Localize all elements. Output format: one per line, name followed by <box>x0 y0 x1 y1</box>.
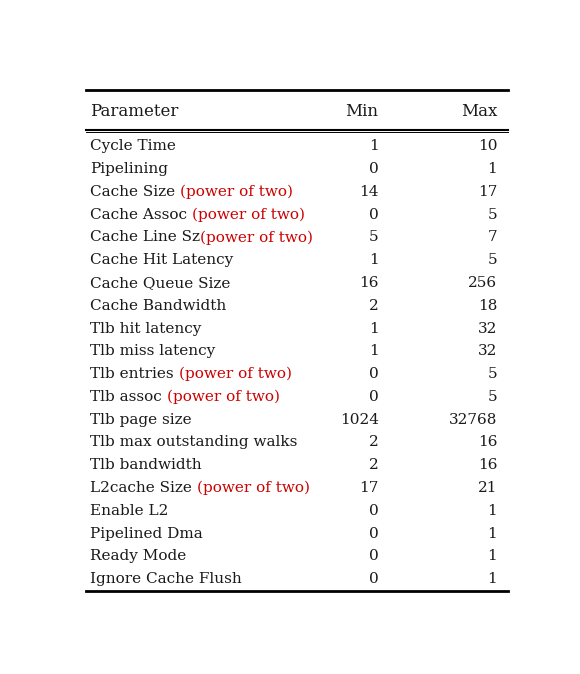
Text: Tlb entries (power of two): Tlb entries (power of two) <box>90 367 292 381</box>
Text: (power of two): (power of two) <box>192 208 305 222</box>
Text: Ready Mode: Ready Mode <box>90 549 187 563</box>
Text: 256: 256 <box>468 276 497 290</box>
Text: 1: 1 <box>369 321 379 336</box>
Text: Pipelining: Pipelining <box>90 162 168 176</box>
Text: 1: 1 <box>487 162 497 176</box>
Text: 1: 1 <box>369 253 379 267</box>
Text: Tlb hit latency: Tlb hit latency <box>90 321 202 336</box>
Text: Cache Queue Size: Cache Queue Size <box>90 276 231 290</box>
Text: Cache Bandwidth: Cache Bandwidth <box>90 299 227 313</box>
Text: Tlb bandwidth: Tlb bandwidth <box>90 458 202 472</box>
Text: Cache Assoc (power of two): Cache Assoc (power of two) <box>90 208 305 222</box>
Text: 2: 2 <box>369 299 379 313</box>
Text: 0: 0 <box>369 208 379 222</box>
Text: Parameter: Parameter <box>90 103 179 120</box>
Text: 1: 1 <box>487 526 497 541</box>
Text: 0: 0 <box>369 367 379 381</box>
Text: 10: 10 <box>478 139 497 153</box>
Text: 18: 18 <box>478 299 497 313</box>
Text: L2cache Size: L2cache Size <box>90 481 197 495</box>
Text: 0: 0 <box>369 549 379 563</box>
Text: 16: 16 <box>478 458 497 472</box>
Text: 32768: 32768 <box>449 412 497 427</box>
Text: 17: 17 <box>478 185 497 199</box>
Text: Ignore Cache Flush: Ignore Cache Flush <box>90 572 242 586</box>
Text: Pipelined Dma: Pipelined Dma <box>90 526 203 541</box>
Text: Tlb miss latency: Tlb miss latency <box>90 344 216 359</box>
Text: 16: 16 <box>359 276 379 290</box>
Text: 1: 1 <box>369 344 379 359</box>
Text: 0: 0 <box>369 572 379 586</box>
Text: 5: 5 <box>488 367 497 381</box>
Text: (power of two): (power of two) <box>180 185 293 199</box>
Text: Cache Line Sz: Cache Line Sz <box>90 231 200 245</box>
Text: 2: 2 <box>369 435 379 450</box>
Text: 5: 5 <box>488 208 497 222</box>
Text: 1: 1 <box>487 504 497 518</box>
Text: Tlb page size: Tlb page size <box>90 412 192 427</box>
Text: 5: 5 <box>369 231 379 245</box>
Text: 14: 14 <box>359 185 379 199</box>
Text: Tlb assoc (power of two): Tlb assoc (power of two) <box>90 390 280 404</box>
Text: Tlb entries: Tlb entries <box>90 367 179 381</box>
Text: 32: 32 <box>478 321 497 336</box>
Text: 0: 0 <box>369 526 379 541</box>
Text: Tlb max outstanding walks: Tlb max outstanding walks <box>90 435 298 450</box>
Text: Min: Min <box>346 103 379 120</box>
Text: Cache Hit Latency: Cache Hit Latency <box>90 253 234 267</box>
Text: 32: 32 <box>478 344 497 359</box>
Text: Cache Size (power of two): Cache Size (power of two) <box>90 185 293 199</box>
Text: (power of two): (power of two) <box>179 367 292 381</box>
Text: 5: 5 <box>488 253 497 267</box>
Text: Cycle Time: Cycle Time <box>90 139 176 153</box>
Text: 1024: 1024 <box>340 412 379 427</box>
Text: 16: 16 <box>478 435 497 450</box>
Text: 5: 5 <box>488 390 497 404</box>
Text: Cache Size: Cache Size <box>90 185 180 199</box>
Text: Cache Line Sz(power of two): Cache Line Sz(power of two) <box>90 230 313 245</box>
Text: (power of two): (power of two) <box>200 230 313 245</box>
Text: 0: 0 <box>369 390 379 404</box>
Text: (power of two): (power of two) <box>167 390 280 404</box>
Text: 1: 1 <box>487 549 497 563</box>
Text: 0: 0 <box>369 504 379 518</box>
Text: 0: 0 <box>369 162 379 176</box>
Text: Tlb assoc: Tlb assoc <box>90 390 167 404</box>
Text: 2: 2 <box>369 458 379 472</box>
Text: L2cache Size (power of two): L2cache Size (power of two) <box>90 481 310 495</box>
Text: 17: 17 <box>359 481 379 495</box>
Text: 1: 1 <box>487 572 497 586</box>
Text: 7: 7 <box>488 231 497 245</box>
Text: (power of two): (power of two) <box>197 481 310 495</box>
Text: 21: 21 <box>478 481 497 495</box>
Text: 1: 1 <box>369 139 379 153</box>
Text: Cache Assoc: Cache Assoc <box>90 208 192 222</box>
Text: Enable L2: Enable L2 <box>90 504 169 518</box>
Text: Max: Max <box>461 103 497 120</box>
